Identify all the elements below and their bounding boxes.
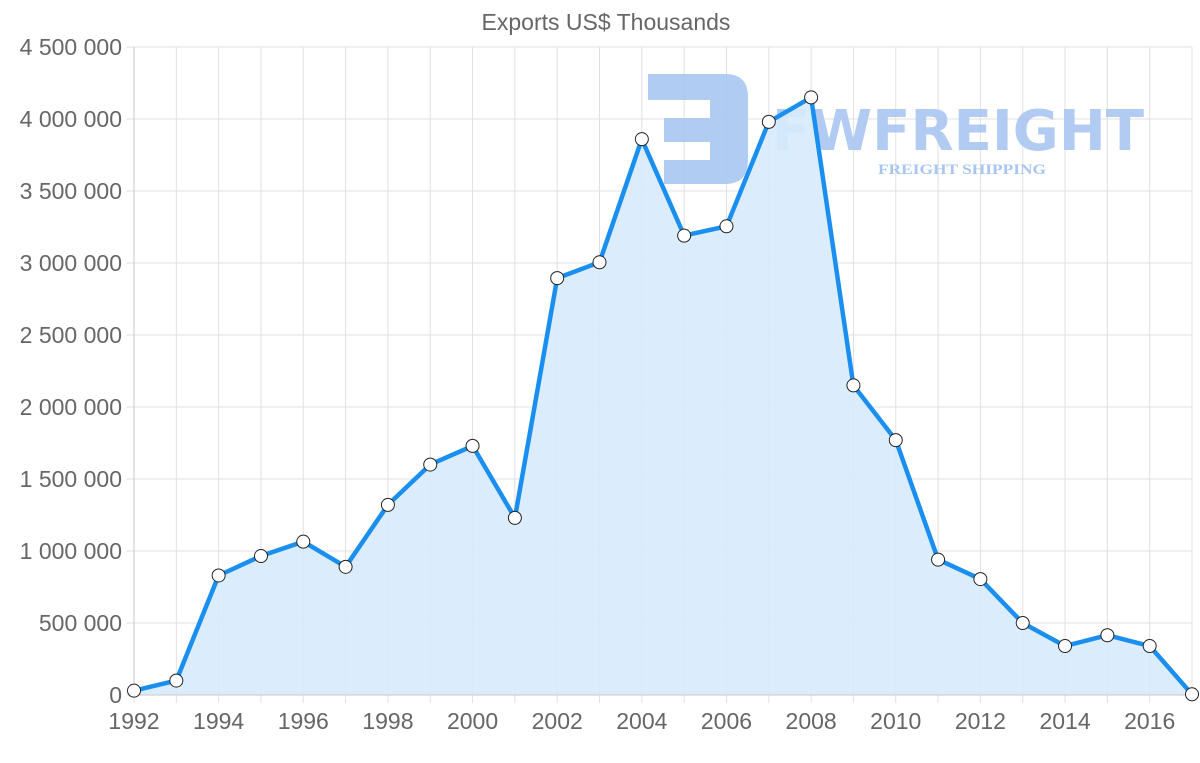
- x-tick-label: 2010: [870, 708, 921, 734]
- watermark-tagline: FREIGHT SHIPPING: [878, 162, 1046, 178]
- data-line: [133, 95, 1194, 696]
- y-tick-label: 500 000: [39, 610, 122, 636]
- data-point-2014[interactable]: [1058, 639, 1073, 654]
- y-tick-label: 2 500 000: [20, 322, 122, 348]
- data-point-1999[interactable]: [423, 457, 438, 472]
- data-point-1996[interactable]: [296, 534, 311, 549]
- y-tick-label: 1 000 000: [20, 538, 122, 564]
- chart-title: Exports US$ Thousands: [482, 9, 731, 35]
- data-point-1993[interactable]: [169, 673, 184, 688]
- y-tick-label: 0: [109, 682, 122, 708]
- x-axis-labels: 1992 1994 1996 1998 2000 2002 2004 2006 2008 2010…: [108, 708, 1175, 734]
- data-point-2015[interactable]: [1100, 628, 1115, 643]
- y-tick-label: 2 000 000: [20, 394, 122, 420]
- data-point-1992[interactable]: [127, 683, 141, 698]
- data-point-1998[interactable]: [380, 497, 395, 512]
- data-point-1994[interactable]: [211, 568, 226, 583]
- x-tick-label: 2012: [955, 708, 1006, 734]
- data-point-2007[interactable]: [761, 114, 776, 129]
- data-point-2017[interactable]: [1185, 687, 1199, 702]
- x-tick-label: 2008: [786, 708, 837, 734]
- axes: [133, 47, 1192, 696]
- fwfreight-logo-icon: [648, 74, 748, 184]
- y-tick-label: 4 000 000: [20, 106, 122, 132]
- x-tick-label: 1994: [193, 708, 244, 734]
- data-point-2003[interactable]: [592, 255, 607, 270]
- data-point-2013[interactable]: [1015, 616, 1030, 630]
- data-point-2010[interactable]: [888, 433, 903, 448]
- area-fill: [134, 97, 1192, 695]
- data-point-1995[interactable]: [253, 549, 268, 564]
- data-point-2001[interactable]: [507, 510, 522, 525]
- y-tick-label: 3 500 000: [20, 178, 122, 204]
- data-point-2002[interactable]: [550, 271, 565, 286]
- data-point-2006[interactable]: [719, 219, 734, 234]
- x-tick-label: 2002: [532, 708, 583, 734]
- data-point-2004[interactable]: [634, 132, 649, 147]
- data-points: [127, 90, 1199, 702]
- x-tick-label: 2006: [701, 708, 752, 734]
- x-tick-label: 2014: [1039, 708, 1090, 734]
- x-tick-label: 1992: [108, 708, 159, 734]
- x-tick-label: 2016: [1124, 708, 1175, 734]
- y-tick-label: 1 500 000: [20, 466, 122, 492]
- x-tick-label: 1996: [278, 708, 329, 734]
- data-point-2016[interactable]: [1142, 639, 1157, 654]
- x-tick-label: 1998: [362, 708, 413, 734]
- fwfreight-watermark: FWFREIGHT FREIGHT SHIPPING: [648, 74, 1144, 184]
- y-tick-label: 3 000 000: [20, 250, 122, 276]
- data-point-2012[interactable]: [973, 572, 988, 587]
- y-axis-labels: 0 500 000 1 000 000 1 500 000 2 000 000 2 500…: [20, 34, 122, 708]
- data-point-1997[interactable]: [338, 559, 353, 574]
- watermark-brand: FWFREIGHT: [772, 99, 1144, 164]
- x-tick-label: 2004: [616, 708, 667, 734]
- data-point-2009[interactable]: [846, 378, 861, 393]
- data-point-2000[interactable]: [465, 438, 480, 453]
- y-tick-label: 4 500 000: [20, 34, 122, 60]
- data-point-2005[interactable]: [677, 228, 692, 243]
- data-point-2008[interactable]: [804, 90, 819, 105]
- data-point-2011[interactable]: [931, 552, 946, 567]
- x-tick-label: 2000: [447, 708, 498, 734]
